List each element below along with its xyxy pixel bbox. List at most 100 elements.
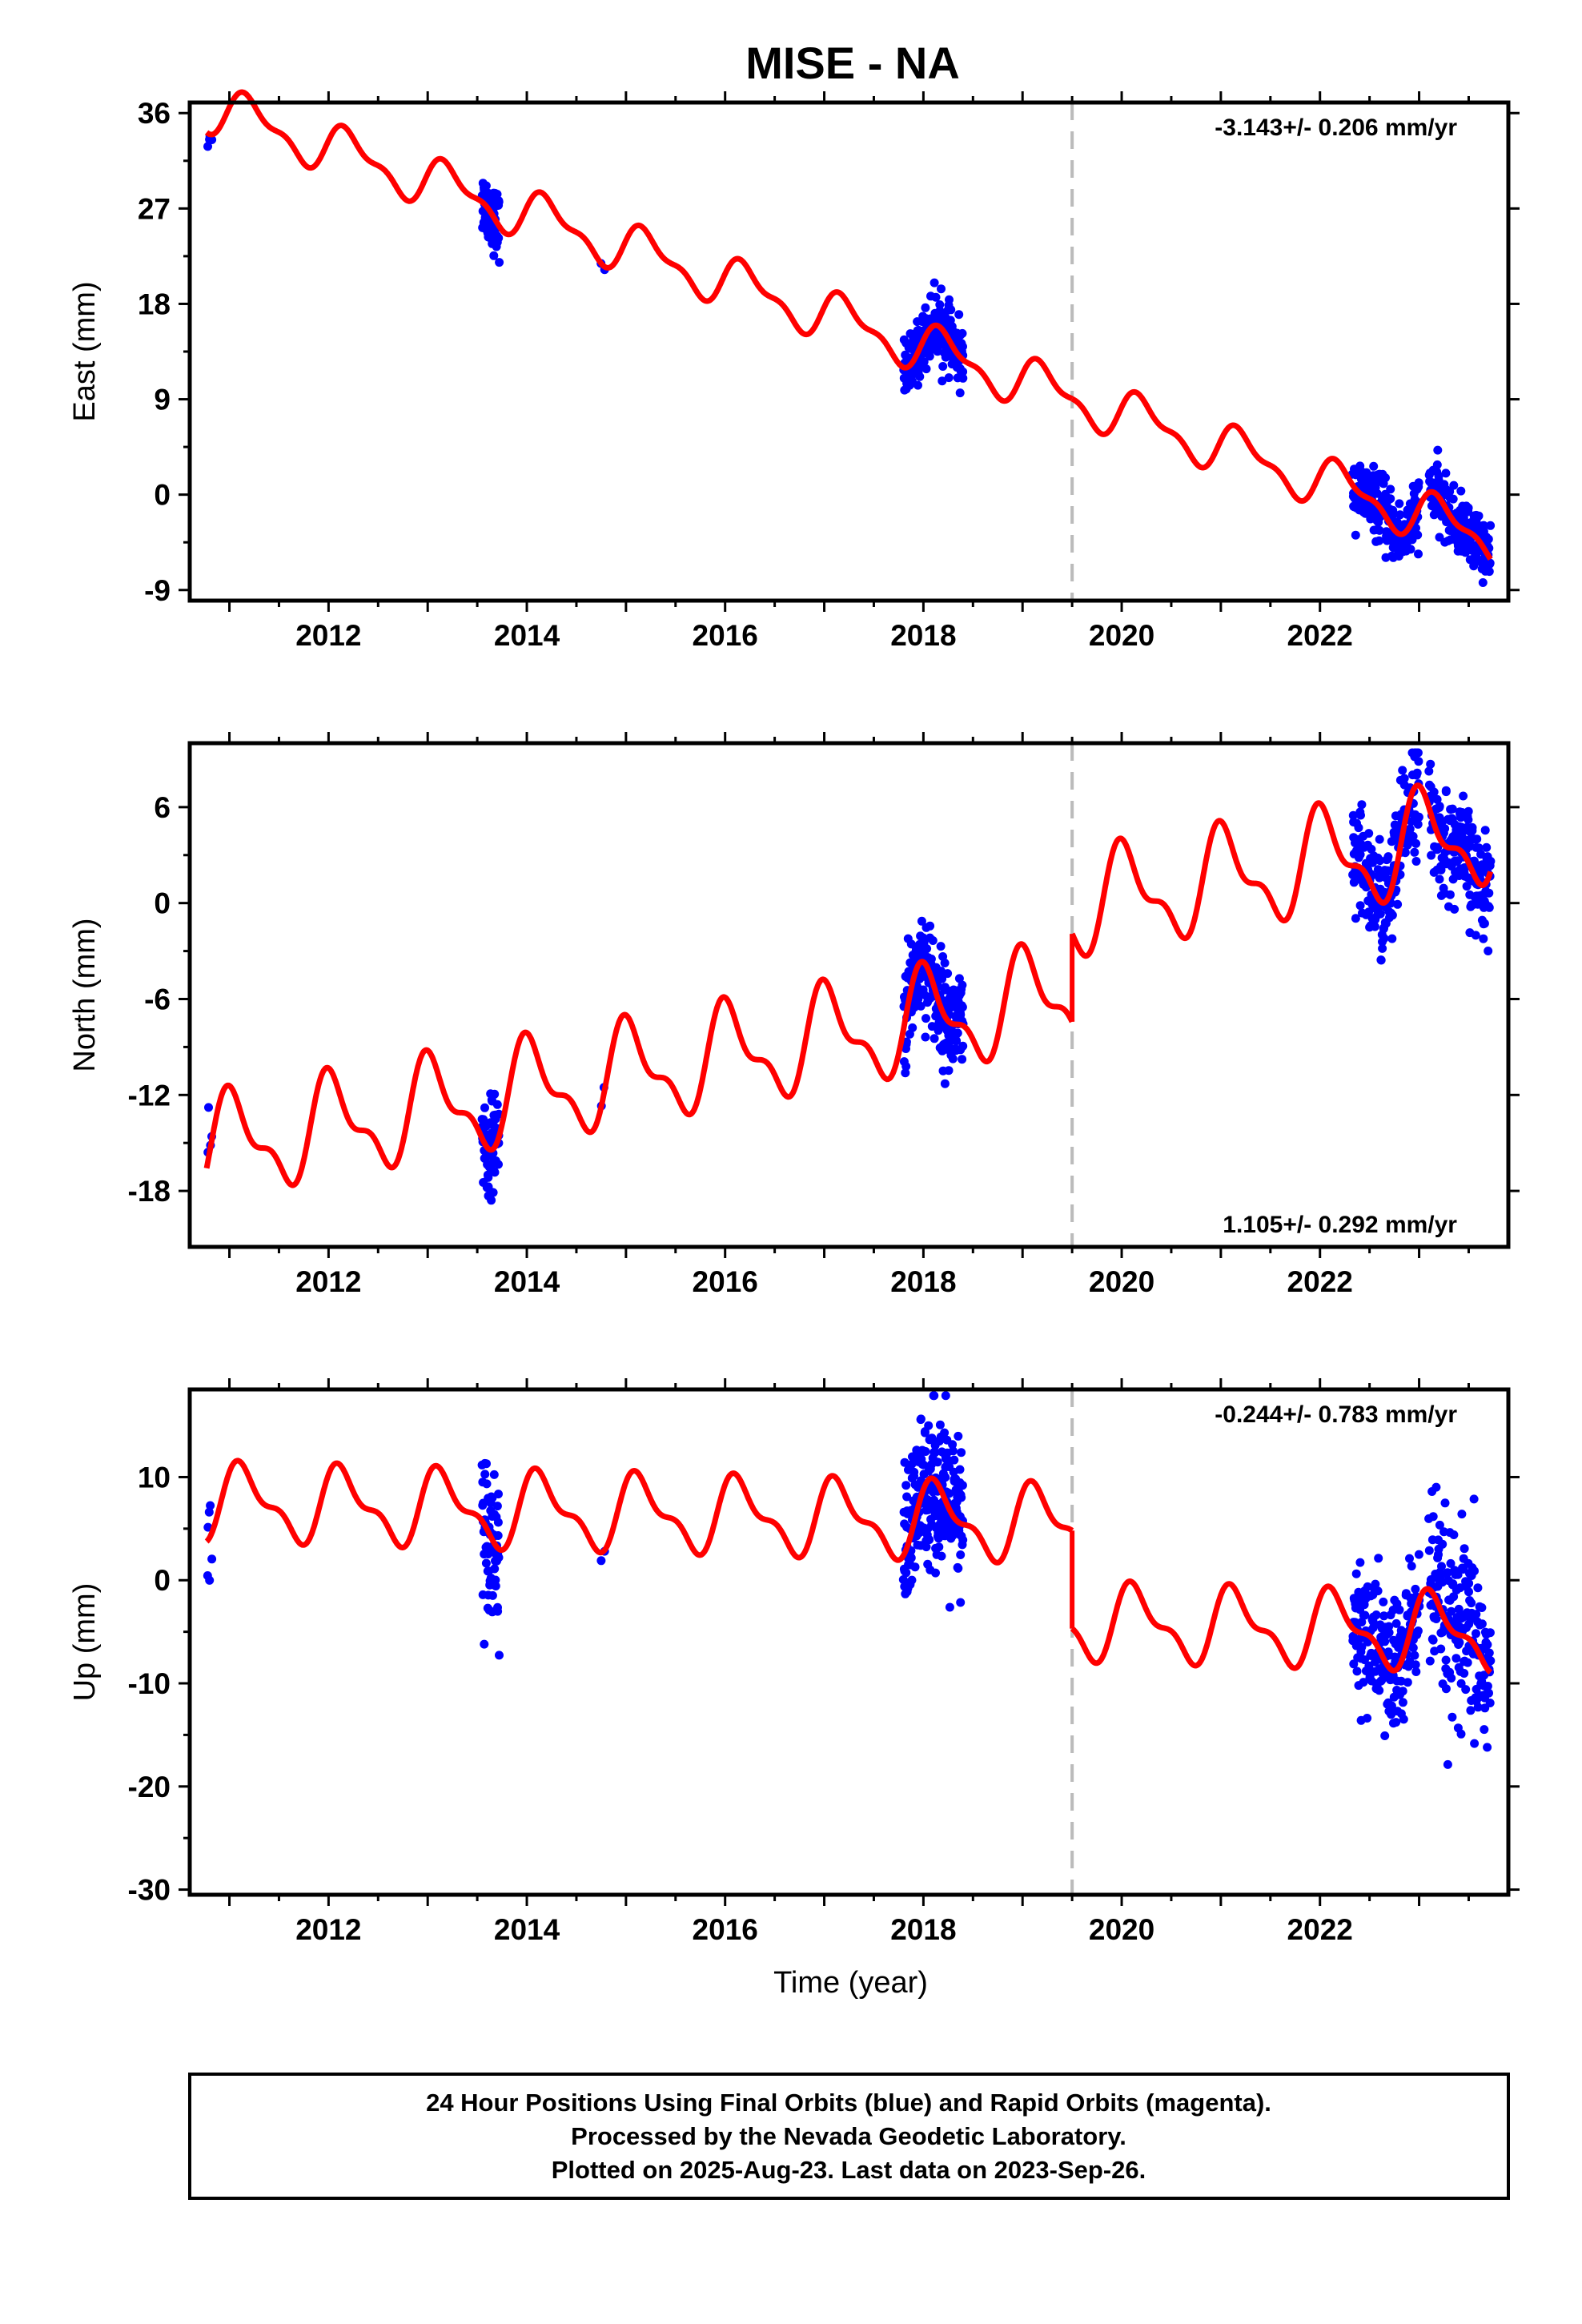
data-point xyxy=(1378,943,1387,953)
y-tick-label: 6 xyxy=(154,791,171,824)
data-point xyxy=(1405,1554,1414,1563)
data-point xyxy=(944,373,954,383)
data-point xyxy=(1447,804,1457,814)
data-point xyxy=(909,1467,919,1477)
data-point xyxy=(917,916,926,926)
data-point xyxy=(1467,1598,1476,1608)
data-point xyxy=(1464,1587,1473,1597)
data-point xyxy=(1433,445,1443,455)
data-point xyxy=(1414,812,1423,822)
data-point xyxy=(491,1582,500,1590)
data-point xyxy=(958,1535,968,1545)
data-point xyxy=(204,1103,213,1112)
data-point xyxy=(1486,857,1496,866)
data-point xyxy=(1435,1520,1444,1530)
data-point xyxy=(957,1493,966,1502)
velocity-annotation: 1.105+/- 0.292 mm/yr xyxy=(1223,1212,1457,1238)
data-point xyxy=(1447,1606,1456,1616)
data-point xyxy=(1485,558,1495,568)
data-point xyxy=(1370,922,1379,931)
y-axis-label: Up (mm) xyxy=(68,1583,102,1702)
data-point xyxy=(902,1492,912,1502)
data-point xyxy=(1386,485,1395,494)
data-point xyxy=(493,1606,503,1616)
data-point xyxy=(207,135,217,144)
data-point xyxy=(913,380,922,390)
data-point xyxy=(1480,1725,1489,1735)
data-point xyxy=(921,1447,930,1456)
data-point xyxy=(488,1188,498,1197)
data-point xyxy=(1428,1512,1438,1522)
data-point xyxy=(481,181,491,191)
data-point xyxy=(1414,1550,1423,1559)
data-point xyxy=(1395,510,1405,520)
plot-frame xyxy=(187,1387,1511,1897)
data-point xyxy=(910,1562,920,1572)
data-point xyxy=(930,1391,939,1401)
data-point xyxy=(1375,834,1384,844)
data-point xyxy=(936,942,946,951)
data-point xyxy=(1351,530,1360,540)
data-point xyxy=(953,1028,962,1038)
data-point xyxy=(916,1414,926,1424)
data-point xyxy=(1380,1731,1390,1740)
data-point xyxy=(957,1448,966,1458)
data-point xyxy=(938,376,947,386)
data-point xyxy=(921,1014,930,1023)
data-point xyxy=(1477,1619,1487,1629)
data-point xyxy=(1427,850,1436,860)
y-tick-label: 0 xyxy=(154,479,171,512)
data-point xyxy=(1410,1651,1419,1660)
data-point xyxy=(1411,857,1421,866)
data-points xyxy=(203,131,1496,587)
data-point xyxy=(1387,934,1397,943)
data-point xyxy=(1414,478,1423,488)
data-point xyxy=(1411,838,1421,848)
data-point xyxy=(1456,1729,1466,1739)
data-point xyxy=(948,1054,958,1063)
model-curve-post-offset xyxy=(1070,388,1493,561)
data-point xyxy=(941,1391,950,1401)
y-tick-label: 18 xyxy=(138,287,171,320)
data-point xyxy=(482,1459,491,1469)
data-point xyxy=(490,1564,500,1574)
data-point xyxy=(1447,1674,1456,1683)
data-point xyxy=(1359,1678,1368,1687)
x-tick-label: 2022 xyxy=(1287,1265,1353,1298)
data-point xyxy=(596,1556,606,1566)
data-point xyxy=(1434,472,1443,480)
data-point xyxy=(1379,1611,1389,1621)
data-point xyxy=(958,328,967,338)
data-point xyxy=(950,1455,959,1465)
data-point xyxy=(1369,461,1379,471)
data-point xyxy=(1386,494,1395,504)
data-point xyxy=(1410,847,1419,857)
data-point xyxy=(1435,875,1444,884)
data-point xyxy=(919,357,929,367)
data-point xyxy=(1395,499,1404,509)
data-point xyxy=(933,1458,942,1467)
y-tick-label: -20 xyxy=(128,1771,171,1803)
data-point xyxy=(1375,909,1385,919)
data-point xyxy=(1355,1558,1365,1567)
data-point xyxy=(1472,834,1482,844)
data-point xyxy=(921,1032,930,1042)
data-point xyxy=(1413,530,1423,540)
data-point xyxy=(1441,468,1451,478)
data-point xyxy=(956,1598,966,1607)
data-point xyxy=(915,372,925,381)
x-tick-label: 2018 xyxy=(890,1913,956,1946)
data-point xyxy=(1436,1644,1446,1654)
y-tick-label: -6 xyxy=(144,983,171,1015)
data-point xyxy=(1413,1626,1423,1635)
data-point xyxy=(1443,1759,1452,1769)
x-tick-label: 2016 xyxy=(693,1265,758,1298)
data-points xyxy=(203,748,1496,1205)
data-point xyxy=(926,955,936,963)
data-point xyxy=(1462,882,1472,891)
data-point xyxy=(1463,1658,1472,1667)
data-point xyxy=(906,1553,916,1562)
data-point xyxy=(1484,888,1494,898)
data-point xyxy=(1412,768,1422,778)
data-point xyxy=(1432,460,1442,469)
